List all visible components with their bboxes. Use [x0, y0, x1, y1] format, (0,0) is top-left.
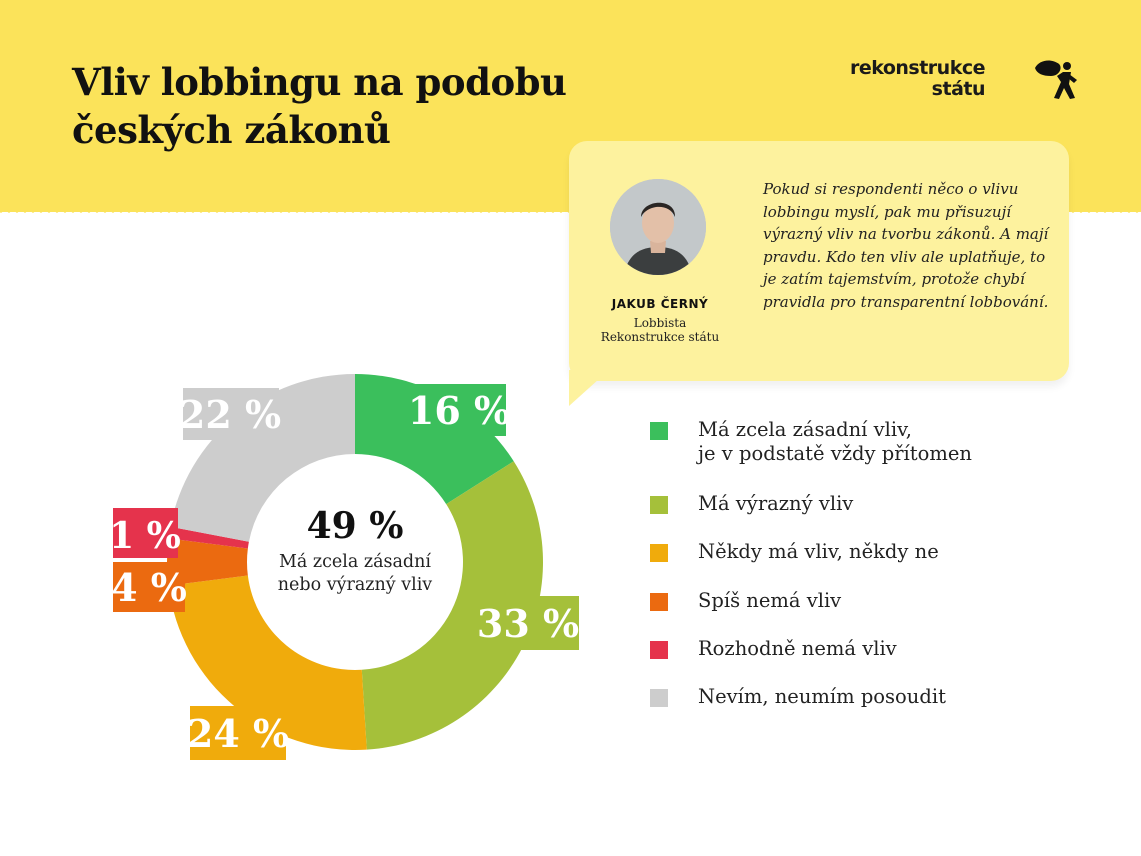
page-title: Vliv lobbingu na podobu českých zákonů [72, 60, 567, 152]
center-value: 49 % [307, 505, 404, 547]
author-role-line-2: Rekonstrukce státu [600, 330, 720, 344]
data-label-box-2 [475, 596, 579, 650]
donut-slice-6 [170, 374, 355, 542]
quote-box-tail [569, 370, 609, 406]
data-label-1: 16 % [408, 388, 510, 433]
center-caption-line-2: nebo výrazný vliv [278, 575, 433, 595]
author-role-line-1: Lobbista [633, 316, 687, 330]
logo-wordmark: rekonstrukce státu [849, 57, 986, 100]
author-avatar [610, 179, 706, 275]
legend-label-3: Někdy má vliv, někdy ne [698, 540, 939, 563]
donut-slice-4 [167, 538, 248, 586]
legend-swatch-3 [650, 544, 668, 562]
portrait-image [610, 179, 706, 275]
logo-line-1: rekonstrukce [849, 57, 986, 79]
donut-slice-2 [361, 461, 543, 750]
author-role: Lobbista Rekonstrukce státu [580, 316, 740, 344]
legend-label-2: Má výrazný vliv [698, 492, 854, 515]
legend-swatch-5 [650, 641, 668, 659]
legend-label-6: Nevím, neumím posoudit [698, 685, 946, 708]
center-caption-line-1: Má zcela zásadní [279, 552, 431, 572]
legend-label-5: Rozhodně nemá vliv [698, 637, 897, 660]
donut-slice-1 [355, 374, 514, 505]
data-label-6: 22 % [179, 392, 281, 437]
data-label-box-4 [113, 562, 185, 612]
legend-swatch-4 [650, 593, 668, 611]
data-label-2: 33 % [477, 601, 579, 646]
data-label-4: 4 % [111, 565, 187, 610]
donut-slice-5 [168, 526, 249, 549]
person-carrying-bag-icon [1035, 60, 1077, 99]
logo-line-2: státu [931, 78, 986, 100]
data-label-box-6 [183, 388, 279, 440]
brand-logo[interactable]: rekonstrukce státu [850, 58, 1085, 106]
quote-text: Pokud si respondenti něco o vlivu lobbin… [763, 180, 1049, 311]
data-label-box-3 [190, 706, 286, 760]
data-label-box-1 [412, 384, 506, 436]
legend-swatch-2 [650, 496, 668, 514]
data-label-3: 24 % [187, 711, 289, 756]
data-label-5: 1 % [109, 515, 181, 557]
legend-swatch-1 [650, 422, 668, 440]
legend-label-1: Má zcela zásadní vliv, je v podstatě vžd… [698, 418, 972, 465]
legend-label-4: Spíš nemá vliv [698, 589, 842, 612]
data-label-box-5 [113, 508, 178, 558]
author-name: JAKUB ČERNÝ [611, 297, 709, 311]
legend-swatch-6 [650, 689, 668, 707]
donut-slice-3 [168, 575, 367, 750]
